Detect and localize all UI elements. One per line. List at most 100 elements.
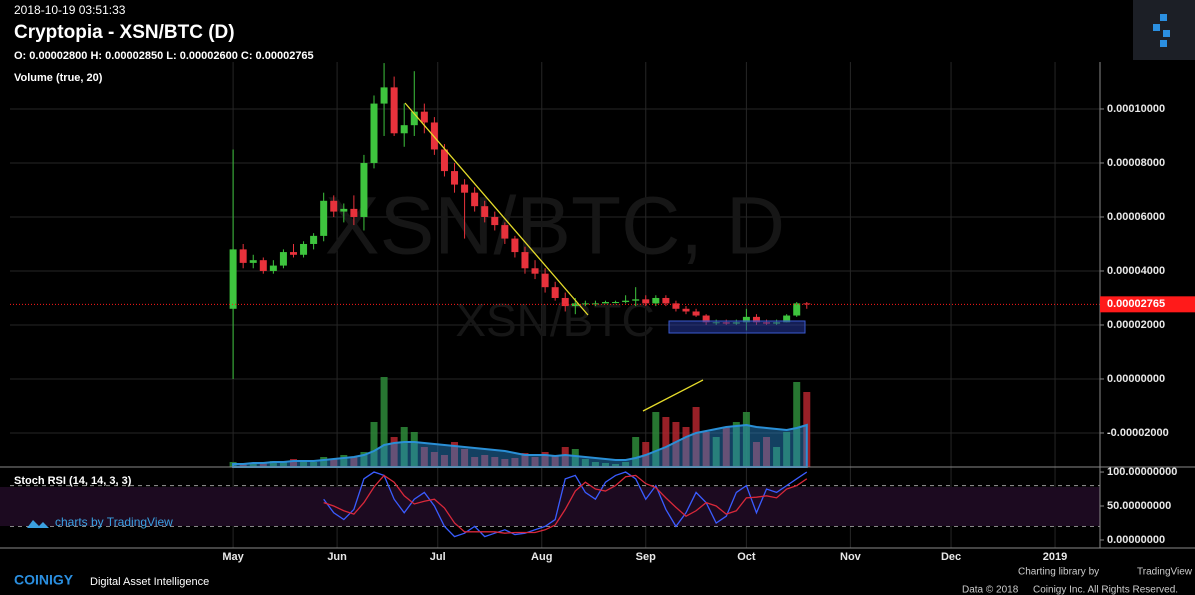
candle-body: [551, 287, 559, 298]
last-price-box: [1100, 296, 1195, 313]
candle-body: [571, 303, 579, 307]
volume-bar: [390, 437, 398, 467]
volume-bar: [511, 458, 519, 467]
volume-bar: [783, 432, 791, 467]
y-tick-label: 0.00006000: [1107, 211, 1165, 223]
candle-body: [803, 303, 811, 305]
volume-bar: [239, 464, 247, 467]
volume-bar: [612, 464, 620, 467]
volume-bar: [310, 462, 318, 467]
logo-square: [1160, 14, 1167, 21]
candle-body: [430, 122, 438, 150]
candle-body: [521, 252, 529, 269]
candle-body: [360, 162, 368, 217]
stoch-line: [323, 474, 808, 534]
volume-bar: [259, 463, 267, 467]
volume-bar: [712, 437, 720, 467]
volume-bar: [360, 452, 368, 467]
logo-square: [1163, 30, 1170, 37]
stoch-line: [323, 471, 808, 538]
candle-body: [289, 252, 297, 255]
volume-bar: [330, 459, 338, 467]
y-tick-label: 0.00008000: [1107, 157, 1165, 169]
candle-body: [310, 235, 318, 244]
y-tick-label: 0.00010000: [1107, 103, 1165, 115]
volume-bar: [420, 447, 428, 467]
candle-body: [249, 260, 257, 263]
candle-body: [581, 303, 589, 305]
volume-bar: [742, 412, 750, 467]
candle-body: [501, 225, 509, 239]
candle-body: [380, 87, 388, 104]
volume-bar: [491, 457, 499, 467]
x-tick-label: Sep: [636, 551, 656, 563]
x-tick-label: 2019: [1043, 551, 1067, 563]
volume-bar: [773, 447, 781, 467]
candle-body: [692, 311, 700, 316]
volume-bar: [652, 412, 660, 467]
y-tick-label: 100.00000000: [1107, 466, 1177, 478]
watermark: XSN/BTC: [455, 294, 654, 346]
y-tick-label: 0.00000000: [1107, 373, 1165, 385]
rights: Coinigy Inc. All Rights Reserved.: [1033, 585, 1178, 595]
trendline: [642, 379, 704, 412]
volume-bar: [400, 427, 408, 467]
volume-bar: [692, 407, 700, 467]
tv-badge[interactable]: charts by TradingView: [27, 515, 173, 529]
volume-bar: [601, 463, 609, 467]
x-tick-label: May: [222, 551, 244, 563]
candle-body: [300, 243, 308, 255]
candle-body: [340, 208, 348, 212]
y-tick-label: -0.00002000: [1107, 427, 1169, 439]
volume-bar: [752, 442, 760, 467]
last-price-label: 0.00002765: [1107, 298, 1165, 310]
volume-bar: [320, 457, 328, 467]
stoch-band-fill: [0, 487, 1100, 526]
volume-bar: [531, 457, 539, 467]
tv-badge-text[interactable]: charts by TradingView: [55, 515, 173, 529]
logo-square: [1160, 40, 1167, 47]
volume-bar: [551, 455, 559, 467]
tv-icon: [27, 520, 49, 528]
candle-body: [601, 302, 609, 304]
candle-body: [370, 103, 378, 163]
candle-body: [612, 302, 620, 304]
candle-body: [269, 265, 277, 271]
volume-bar: [541, 452, 549, 467]
credit-brand[interactable]: TradingView: [1137, 567, 1193, 578]
volume-bar: [481, 455, 489, 467]
candle-body: [702, 315, 710, 323]
candle-body: [491, 216, 499, 226]
candle-body: [259, 260, 267, 271]
volume-ma-area: [232, 423, 808, 468]
candle-body: [511, 238, 519, 253]
candle-body: [451, 171, 459, 185]
volume-bar: [662, 417, 670, 467]
candle-body: [541, 273, 549, 288]
x-tick-label: Oct: [737, 551, 756, 563]
volume-bar: [591, 462, 599, 467]
volume-bar: [289, 459, 297, 467]
volume-bar: [461, 449, 469, 467]
logo-square: [1153, 24, 1160, 31]
candle-body: [330, 200, 338, 212]
candle-body: [632, 299, 640, 301]
volume-bar: [581, 459, 589, 467]
volume-bar: [561, 447, 569, 467]
volume-bar: [793, 382, 801, 467]
x-tick-label: Nov: [840, 551, 862, 563]
ohlc-label: O: 0.00002800 H: 0.00002850 L: 0.0000260…: [14, 50, 314, 62]
volume-bar: [732, 422, 740, 467]
volume-bar: [501, 459, 509, 467]
volume-label: Volume (true, 20): [14, 72, 103, 84]
candle-body: [350, 208, 358, 217]
candle-body: [793, 303, 801, 316]
timestamp: 2018-10-19 03:51:33: [14, 3, 126, 17]
volume-bar: [571, 449, 579, 467]
candle-body: [531, 268, 539, 274]
volume-bar: [249, 464, 257, 467]
candle-body: [561, 297, 569, 307]
y-tick-label: 0.00000000: [1107, 534, 1165, 546]
y-tick-label: 0.00002000: [1107, 319, 1165, 331]
volume-bar: [440, 455, 448, 467]
